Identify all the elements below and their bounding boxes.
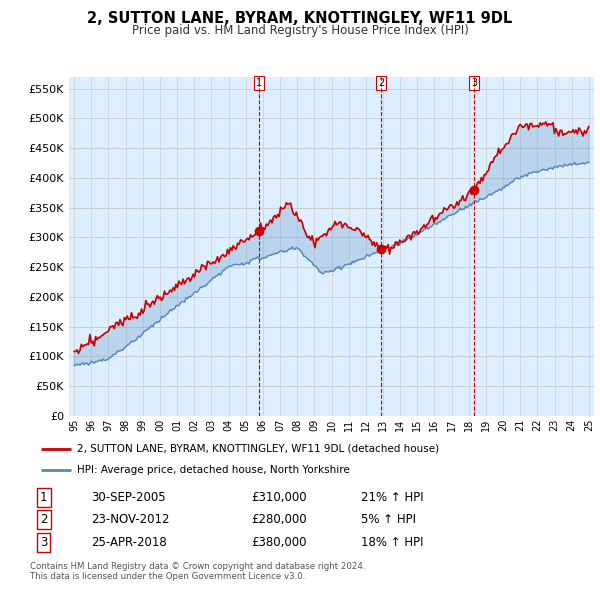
Text: 1: 1 [256, 78, 262, 88]
Text: 18% ↑ HPI: 18% ↑ HPI [361, 536, 424, 549]
Text: 2, SUTTON LANE, BYRAM, KNOTTINGLEY, WF11 9DL: 2, SUTTON LANE, BYRAM, KNOTTINGLEY, WF11… [88, 11, 512, 25]
Text: 2: 2 [378, 78, 385, 88]
Text: £280,000: £280,000 [251, 513, 307, 526]
Text: Contains HM Land Registry data © Crown copyright and database right 2024.
This d: Contains HM Land Registry data © Crown c… [30, 562, 365, 581]
Text: 2: 2 [40, 513, 47, 526]
Text: 2, SUTTON LANE, BYRAM, KNOTTINGLEY, WF11 9DL (detached house): 2, SUTTON LANE, BYRAM, KNOTTINGLEY, WF11… [77, 444, 439, 454]
Text: 3: 3 [471, 78, 478, 88]
Text: £310,000: £310,000 [251, 491, 307, 504]
Text: 30-SEP-2005: 30-SEP-2005 [91, 491, 166, 504]
Text: 23-NOV-2012: 23-NOV-2012 [91, 513, 169, 526]
Text: 21% ↑ HPI: 21% ↑ HPI [361, 491, 424, 504]
Text: Price paid vs. HM Land Registry's House Price Index (HPI): Price paid vs. HM Land Registry's House … [131, 24, 469, 37]
Text: HPI: Average price, detached house, North Yorkshire: HPI: Average price, detached house, Nort… [77, 465, 350, 475]
Text: 25-APR-2018: 25-APR-2018 [91, 536, 166, 549]
Text: 5% ↑ HPI: 5% ↑ HPI [361, 513, 416, 526]
Text: 3: 3 [40, 536, 47, 549]
Text: 1: 1 [40, 491, 47, 504]
Text: £380,000: £380,000 [251, 536, 307, 549]
